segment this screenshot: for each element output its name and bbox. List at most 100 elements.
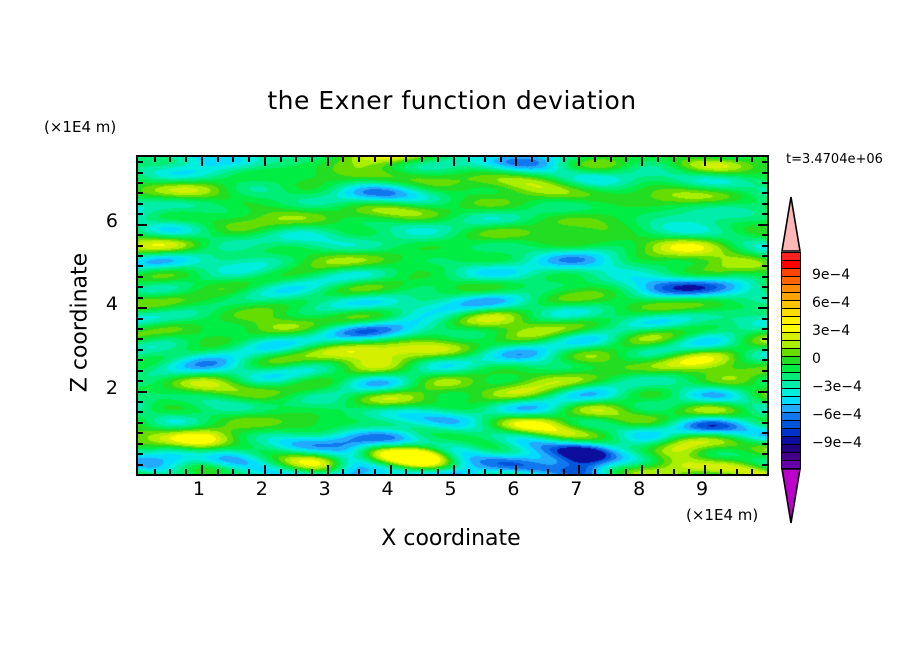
y-axis-minor-tick <box>138 380 143 382</box>
x-axis-tick-label: 6 <box>507 478 520 500</box>
x-axis-minor-tick <box>625 469 627 474</box>
x-axis-minor-tick <box>547 469 549 474</box>
y-axis-minor-tick <box>138 328 143 330</box>
y-axis-minor-tick <box>762 359 767 361</box>
x-axis-minor-tick <box>468 469 470 474</box>
x-axis-minor-tick <box>405 157 407 162</box>
page-title: the Exner function deviation <box>267 86 637 115</box>
y-axis-minor-tick <box>762 172 767 174</box>
x-axis-minor-tick <box>468 157 470 162</box>
x-axis-minor-tick <box>531 157 533 162</box>
x-axis-major-tick <box>264 157 266 166</box>
y-axis-minor-tick <box>138 349 143 351</box>
y-axis-minor-tick <box>762 265 767 267</box>
x-axis-minor-tick <box>610 469 612 474</box>
y-axis-minor-tick <box>762 328 767 330</box>
x-axis-minor-tick <box>484 469 486 474</box>
x-axis-minor-tick <box>311 469 313 474</box>
y-axis-minor-tick <box>138 443 143 445</box>
x-axis-major-tick <box>327 465 329 474</box>
y-axis-major-tick <box>758 391 767 393</box>
colorbar-overflow-arrow-icon <box>781 196 801 252</box>
x-axis-minor-tick <box>500 157 502 162</box>
y-axis-minor-tick <box>762 255 767 257</box>
y-axis-minor-tick <box>762 213 767 215</box>
x-axis-minor-tick <box>232 469 234 474</box>
x-axis-major-tick <box>515 465 517 474</box>
y-axis-minor-tick <box>762 245 767 247</box>
x-axis-minor-tick <box>154 469 156 474</box>
x-axis-minor-tick <box>295 157 297 162</box>
x-axis-minor-tick <box>169 469 171 474</box>
y-axis-minor-tick <box>762 349 767 351</box>
y-axis-major-tick <box>758 224 767 226</box>
x-axis-major-tick <box>390 157 392 166</box>
colorbar-tick-label: −9e−4 <box>812 435 862 451</box>
y-axis-minor-tick <box>138 203 143 205</box>
x-axis-major-tick <box>201 157 203 166</box>
x-axis-major-tick <box>453 157 455 166</box>
y-axis-minor-tick <box>138 286 143 288</box>
x-axis-major-tick <box>264 465 266 474</box>
x-axis-minor-tick <box>657 469 659 474</box>
y-axis-units-label: (×1E4 m) <box>44 118 117 136</box>
x-axis-minor-tick <box>185 469 187 474</box>
y-axis-minor-tick <box>762 411 767 413</box>
x-axis-minor-tick <box>657 157 659 162</box>
x-axis-minor-tick <box>594 469 596 474</box>
y-axis-minor-tick <box>138 318 143 320</box>
x-axis-minor-tick <box>751 469 753 474</box>
y-axis-minor-tick <box>138 297 143 299</box>
x-axis-minor-tick <box>342 469 344 474</box>
x-axis-tick-label: 8 <box>633 478 646 500</box>
x-axis-minor-tick <box>563 469 565 474</box>
x-axis-units-label: (×1E4 m) <box>686 506 759 524</box>
y-axis-minor-tick <box>138 245 143 247</box>
y-axis-minor-tick <box>138 255 143 257</box>
y-axis-minor-tick <box>762 338 767 340</box>
y-axis-minor-tick <box>138 453 143 455</box>
x-axis-minor-tick <box>720 157 722 162</box>
y-axis-minor-tick <box>138 192 143 194</box>
y-axis-minor-tick <box>138 432 143 434</box>
y-axis-minor-tick <box>138 276 143 278</box>
x-axis-minor-tick <box>248 469 250 474</box>
y-axis-minor-tick <box>762 432 767 434</box>
y-axis-tick-label: 4 <box>105 293 118 316</box>
x-axis-minor-tick <box>437 469 439 474</box>
y-axis-minor-tick <box>762 297 767 299</box>
colorbar-tick-label: −3e−4 <box>812 379 862 395</box>
y-axis-minor-tick <box>762 276 767 278</box>
x-axis-tick-label: 1 <box>192 478 205 500</box>
y-axis-minor-tick <box>138 182 143 184</box>
y-axis-minor-tick <box>762 401 767 403</box>
y-axis-minor-tick <box>762 318 767 320</box>
y-axis-minor-tick <box>762 422 767 424</box>
x-axis-major-tick <box>704 465 706 474</box>
x-axis-minor-tick <box>736 469 738 474</box>
x-axis-minor-tick <box>610 157 612 162</box>
x-axis-minor-tick <box>217 157 219 162</box>
colorbar-tick-label: 0 <box>812 351 821 367</box>
x-axis-minor-tick <box>594 157 596 162</box>
x-axis-tick-label: 5 <box>444 478 457 500</box>
contour-field-canvas <box>138 157 767 474</box>
x-axis-minor-tick <box>217 469 219 474</box>
x-axis-tick-label: 9 <box>696 478 709 500</box>
x-axis-major-tick <box>641 157 643 166</box>
y-axis-minor-tick <box>138 234 143 236</box>
y-axis-minor-tick <box>138 338 143 340</box>
x-axis-minor-tick <box>673 157 675 162</box>
x-axis-minor-tick <box>421 157 423 162</box>
x-axis-title: X coordinate <box>381 526 521 551</box>
y-axis-minor-tick <box>762 192 767 194</box>
x-axis-minor-tick <box>688 469 690 474</box>
y-axis-major-tick <box>138 307 147 309</box>
x-axis-tick-label: 4 <box>381 478 394 500</box>
y-axis-minor-tick <box>762 453 767 455</box>
x-axis-minor-tick <box>751 157 753 162</box>
y-axis-minor-tick <box>762 464 767 466</box>
y-axis-tick-label: 6 <box>105 209 118 232</box>
x-axis-minor-tick <box>295 469 297 474</box>
y-axis-minor-tick <box>762 443 767 445</box>
